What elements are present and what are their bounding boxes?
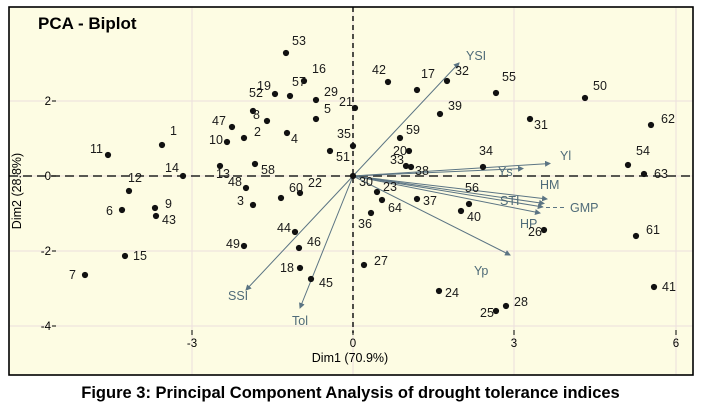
svg-text:7: 7 — [69, 268, 76, 282]
svg-text:54: 54 — [636, 144, 650, 158]
svg-text:YSI: YSI — [466, 49, 486, 63]
svg-text:64: 64 — [388, 201, 402, 215]
svg-text:2: 2 — [254, 125, 261, 139]
svg-text:39: 39 — [448, 99, 462, 113]
svg-text:60: 60 — [289, 181, 303, 195]
svg-text:STI: STI — [500, 194, 519, 208]
svg-text:44: 44 — [277, 221, 291, 235]
svg-text:Tol: Tol — [292, 314, 308, 328]
svg-text:33: 33 — [390, 153, 404, 167]
svg-text:3: 3 — [511, 338, 517, 350]
svg-text:10: 10 — [209, 133, 223, 147]
svg-text:15: 15 — [133, 249, 147, 263]
svg-text:42: 42 — [372, 63, 386, 77]
svg-text:50: 50 — [593, 79, 607, 93]
svg-text:34: 34 — [479, 144, 493, 158]
svg-text:6: 6 — [673, 338, 679, 350]
svg-text:8: 8 — [253, 108, 260, 122]
svg-text:GMP: GMP — [570, 201, 598, 215]
svg-text:27: 27 — [374, 254, 388, 268]
svg-text:SSI: SSI — [228, 289, 248, 303]
svg-text:57: 57 — [292, 75, 306, 89]
svg-text:53: 53 — [292, 34, 306, 48]
svg-text:29: 29 — [324, 85, 338, 99]
svg-text:18: 18 — [280, 261, 294, 275]
svg-text:58: 58 — [261, 163, 275, 177]
svg-text:Dim2 (28.8%): Dim2 (28.8%) — [10, 153, 24, 229]
svg-text:59: 59 — [406, 123, 420, 137]
svg-text:1: 1 — [170, 124, 177, 138]
svg-text:61: 61 — [646, 223, 660, 237]
svg-text:0: 0 — [350, 338, 356, 350]
svg-text:3: 3 — [237, 194, 244, 208]
svg-text:47: 47 — [212, 114, 226, 128]
svg-text:48: 48 — [228, 175, 242, 189]
svg-text:Dim1 (70.9%): Dim1 (70.9%) — [312, 351, 388, 365]
svg-text:55: 55 — [502, 70, 516, 84]
svg-text:32: 32 — [455, 64, 469, 78]
svg-text:17: 17 — [421, 67, 435, 81]
svg-text:PCA - Biplot: PCA - Biplot — [38, 14, 137, 33]
svg-text:2: 2 — [45, 96, 51, 108]
svg-text:4: 4 — [291, 132, 298, 146]
svg-text:11: 11 — [90, 142, 103, 156]
svg-text:28: 28 — [514, 295, 528, 309]
svg-text:23: 23 — [383, 180, 397, 194]
svg-text:30: 30 — [359, 175, 373, 189]
svg-text:43: 43 — [162, 213, 176, 227]
svg-text:Yl: Yl — [560, 149, 571, 163]
svg-text:46: 46 — [307, 235, 321, 249]
svg-text:5: 5 — [324, 102, 331, 116]
svg-text:21: 21 — [339, 95, 353, 109]
svg-text:22: 22 — [308, 176, 322, 190]
svg-text:9: 9 — [165, 197, 172, 211]
svg-text:45: 45 — [319, 276, 333, 290]
svg-text:-3: -3 — [187, 338, 197, 350]
svg-text:56: 56 — [465, 181, 479, 195]
svg-text:62: 62 — [661, 112, 675, 126]
svg-text:35: 35 — [337, 127, 351, 141]
svg-text:49: 49 — [226, 237, 240, 251]
svg-text:12: 12 — [128, 171, 142, 185]
svg-text:6: 6 — [106, 204, 113, 218]
svg-text:Yp: Yp — [474, 264, 488, 278]
svg-text:16: 16 — [312, 62, 326, 76]
svg-text:38: 38 — [415, 164, 429, 178]
svg-text:14: 14 — [165, 161, 179, 175]
svg-text:24: 24 — [445, 286, 459, 300]
svg-text:31: 31 — [534, 118, 548, 132]
svg-text:41: 41 — [662, 280, 676, 294]
svg-text:-2: -2 — [41, 246, 51, 258]
svg-text:25: 25 — [480, 306, 494, 320]
svg-text:-4: -4 — [41, 321, 52, 333]
svg-text:0: 0 — [45, 171, 51, 183]
svg-text:63: 63 — [654, 167, 668, 181]
svg-text:52: 52 — [249, 86, 263, 100]
svg-text:40: 40 — [467, 210, 481, 224]
svg-text:HM: HM — [540, 178, 559, 192]
svg-text:26: 26 — [528, 225, 542, 239]
svg-text:Ys: Ys — [498, 165, 513, 179]
svg-text:36: 36 — [358, 217, 372, 231]
svg-text:37: 37 — [423, 194, 437, 208]
svg-text:51: 51 — [336, 150, 350, 164]
